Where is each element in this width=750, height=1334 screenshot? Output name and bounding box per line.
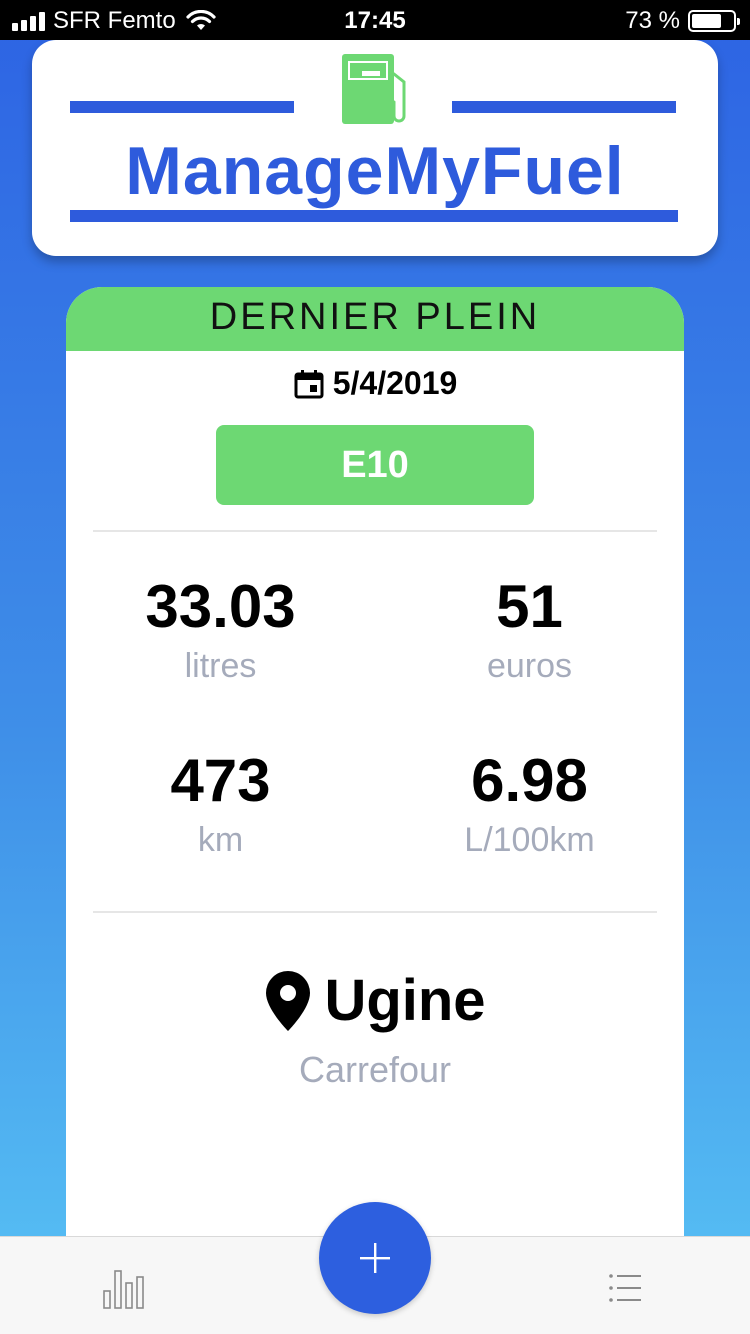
clock: 17:45 [344,7,406,34]
signal-icon [12,11,45,31]
divider-bottom [93,911,657,913]
fuel-type-badge: E10 [216,425,534,505]
location-row: Ugine [66,967,684,1034]
divider-top [93,530,657,532]
stat-value: 51 [496,573,563,640]
add-fill-button[interactable] [319,1202,431,1314]
carrier-name: SFR Femto [53,7,176,34]
map-pin-icon [266,970,311,1031]
bar-chart-icon[interactable] [103,1265,147,1309]
battery-fill [692,14,722,28]
battery-icon [688,10,740,32]
stat-unit: L/100km [464,821,595,859]
status-left: SFR Femto [12,7,216,35]
station-name: Carrefour [298,1049,452,1090]
stat-litres: 33.03 litres [66,575,375,686]
stat-unit: euros [486,647,573,685]
stat-value: 473 [170,747,271,814]
status-bar: SFR Femto 17:45 73 % [0,0,750,40]
logo-line-right [452,101,676,113]
list-icon[interactable] [609,1273,641,1303]
plus-icon [360,1243,390,1273]
battery-percentage: 73 % [625,7,680,34]
stat-km: 473 km [66,749,375,860]
calendar-icon [294,369,324,398]
stat-euros: 51 euros [375,575,684,686]
stat-value: 6.98 [471,747,588,814]
logo-line-left [70,101,294,113]
card-header: DERNIER PLEIN [66,287,684,351]
stat-unit: km [197,821,244,859]
fuel-pump-icon [342,54,406,124]
logo-line-bottom [70,210,678,222]
stat-consumption: 6.98 L/100km [375,749,684,860]
location-city: Ugine [324,968,486,1033]
date-row: 5/4/2019 [66,365,684,402]
stat-value: 33.03 [145,573,296,640]
status-right: 73 % [625,7,740,35]
app-logo-text: ManageMyFuel [125,133,625,209]
fill-date: 5/4/2019 [332,365,458,401]
wifi-icon [186,10,216,30]
last-fill-card: DERNIER PLEIN 5/4/2019 E10 33.03 litres … [66,287,684,1247]
logo-card: ManageMyFuel [32,40,718,256]
stat-unit: litres [184,647,257,685]
